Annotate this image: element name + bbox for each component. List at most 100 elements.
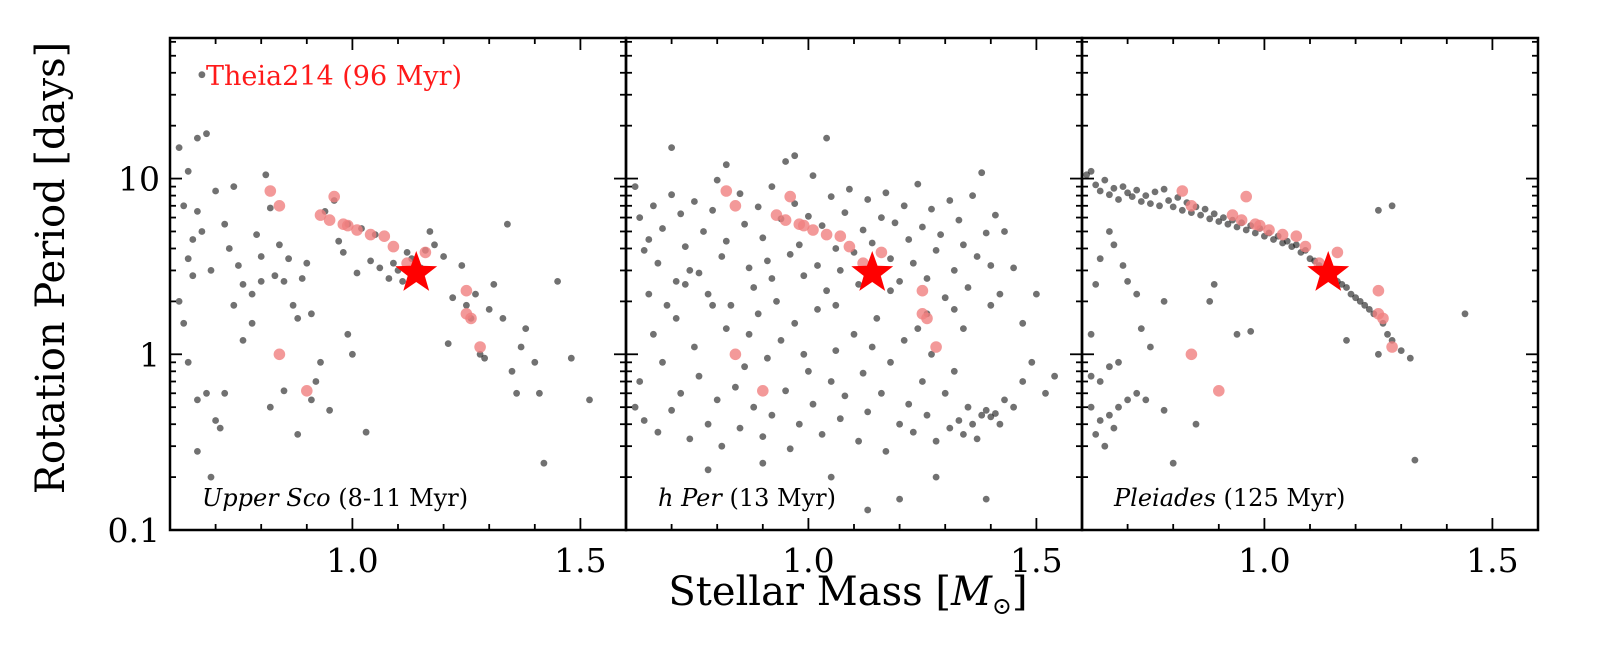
cluster-point	[376, 264, 384, 272]
cluster-point	[727, 301, 735, 309]
cluster-point	[973, 253, 981, 260]
cluster-point	[695, 372, 703, 380]
theia-point	[387, 240, 400, 253]
cluster-point	[1096, 187, 1104, 195]
cluster-point	[782, 387, 789, 395]
cluster-point	[700, 228, 707, 235]
cluster-point	[1110, 241, 1118, 249]
cluster-point	[239, 281, 247, 288]
cluster-point	[896, 420, 903, 428]
cluster-point	[950, 267, 958, 274]
theia-point	[729, 348, 742, 361]
cluster-point	[508, 367, 516, 375]
cluster-point	[827, 378, 835, 385]
cluster-point	[736, 424, 744, 432]
cluster-point	[1147, 343, 1154, 351]
cluster-point	[1388, 202, 1396, 210]
cluster-point	[1019, 319, 1027, 327]
cluster-point	[668, 191, 675, 199]
cluster-point	[759, 433, 767, 440]
cluster-point	[677, 389, 685, 397]
cluster-point	[704, 290, 712, 298]
cluster-point	[1206, 215, 1214, 223]
cluster-point	[759, 459, 767, 467]
cluster-point	[1115, 358, 1122, 366]
cluster-point	[864, 506, 872, 514]
cluster-point	[257, 253, 265, 260]
cluster-point	[198, 71, 206, 79]
cluster-point	[932, 247, 940, 254]
theia-point	[757, 385, 769, 397]
cluster-point	[1165, 197, 1172, 204]
cluster-point	[1220, 214, 1227, 222]
cluster-point	[836, 267, 844, 274]
cluster-point	[946, 424, 954, 432]
panel-title-cluster: Upper Sco	[202, 484, 331, 512]
cluster-point	[855, 281, 862, 288]
cluster-point	[722, 161, 730, 169]
cluster-point	[1169, 459, 1177, 467]
theia-point	[1235, 214, 1248, 226]
theia-point	[273, 348, 286, 361]
cluster-point	[713, 396, 721, 404]
cluster-point	[1201, 205, 1209, 213]
cluster-point	[289, 301, 297, 309]
cluster-point	[745, 264, 753, 272]
cluster-point	[1096, 255, 1104, 263]
cluster-point	[513, 389, 520, 397]
cluster-point	[1137, 198, 1145, 205]
cluster-point	[640, 417, 648, 424]
theia-point	[419, 246, 432, 259]
theia-point	[1290, 230, 1303, 242]
cluster-point	[385, 275, 393, 282]
cluster-point	[887, 358, 894, 366]
panels-group: 1.0 1.5 0.1 1 10 Upper Sco (8-11 Myr) 1.0 1.5 h …	[108, 36, 1540, 580]
cluster-point	[659, 358, 666, 366]
cluster-point	[317, 358, 324, 366]
theia-point	[460, 284, 473, 297]
cluster-point	[253, 231, 260, 239]
cluster-point	[458, 262, 466, 269]
cluster-point	[909, 259, 917, 267]
cluster-point	[271, 272, 279, 280]
cluster-point	[1343, 337, 1350, 344]
cluster-point	[1233, 330, 1241, 338]
theia-point	[1263, 224, 1275, 236]
theia-point	[264, 185, 277, 197]
cluster-point	[175, 298, 183, 305]
cluster-point	[536, 389, 543, 397]
cluster-point	[184, 358, 192, 366]
theia-point	[779, 214, 792, 226]
cluster-point	[353, 269, 361, 277]
cluster-point	[490, 281, 498, 288]
cluster-point	[1251, 229, 1259, 237]
cluster-point	[855, 437, 862, 445]
cluster-point	[663, 301, 671, 309]
panel-points	[175, 71, 593, 481]
cluster-point	[882, 189, 890, 197]
cluster-point	[814, 262, 821, 269]
cluster-point	[818, 431, 826, 438]
cluster-point	[909, 428, 917, 436]
cluster-point	[203, 389, 210, 397]
cluster-point	[832, 245, 840, 252]
cluster-point	[1375, 206, 1382, 214]
cluster-point	[444, 340, 452, 347]
cluster-point	[777, 337, 785, 344]
theia-point	[1377, 312, 1389, 325]
cluster-point	[864, 408, 872, 416]
cluster-point	[982, 229, 990, 237]
cluster-point	[1352, 294, 1359, 302]
cluster-point	[1160, 185, 1168, 193]
cluster-point	[900, 202, 908, 210]
cluster-point	[225, 245, 233, 252]
theia-point	[1176, 185, 1189, 197]
cluster-point	[859, 369, 867, 377]
cluster-point	[923, 275, 931, 282]
cluster-point	[818, 222, 826, 230]
cluster-point	[978, 411, 986, 419]
cluster-point	[713, 176, 721, 184]
cluster-point	[1133, 290, 1141, 298]
cluster-point	[786, 251, 794, 258]
cluster-point	[198, 228, 206, 235]
